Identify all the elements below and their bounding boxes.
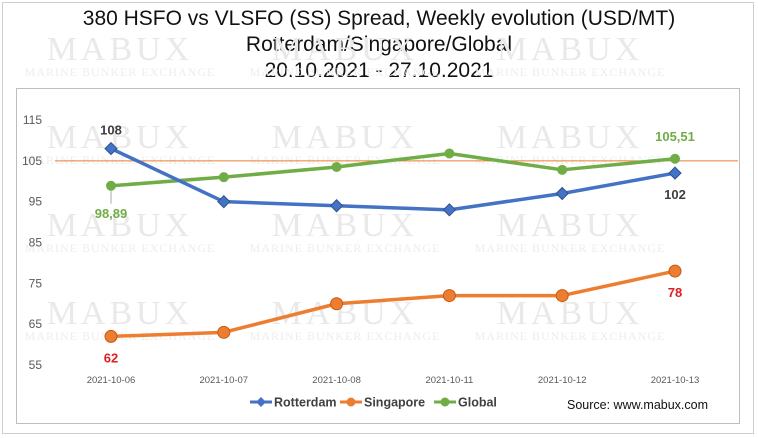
singapore-legend-label: Singapore bbox=[364, 396, 425, 410]
singapore-point bbox=[442, 289, 456, 303]
chart-frame bbox=[2, 2, 754, 434]
rotterdam-legend-marker bbox=[256, 397, 266, 407]
watermark-brand: MABUX bbox=[47, 207, 194, 244]
singapore-point bbox=[330, 297, 344, 311]
chart-subtitle-dates: 20.10.2021 - 27.10.2021 bbox=[264, 59, 494, 82]
watermark-brand: MABUX bbox=[47, 119, 194, 156]
watermark-brand: MABUX bbox=[47, 295, 194, 332]
watermark-brand: MABUX bbox=[272, 119, 419, 156]
global-point bbox=[106, 180, 116, 191]
x-tick-label: 2021-10-12 bbox=[538, 375, 587, 386]
global-data-label: 98,89 bbox=[95, 206, 128, 221]
rotterdam-point bbox=[217, 194, 231, 209]
watermark-brand: MABUX bbox=[47, 31, 194, 68]
watermark-tagline: MARINE BUNKER EXCHANGE bbox=[250, 65, 441, 79]
y-tick-label: 85 bbox=[29, 236, 43, 250]
singapore-line bbox=[110, 269, 676, 339]
rotterdam-data-label: 102 bbox=[664, 187, 686, 202]
watermark-tagline: MARINE BUNKER EXCHANGE bbox=[25, 65, 216, 79]
rotterdam-data-label: 108 bbox=[100, 123, 122, 138]
global-line bbox=[110, 151, 676, 188]
x-tick-label: 2021-10-07 bbox=[199, 375, 248, 386]
y-tick-label: 55 bbox=[29, 358, 43, 372]
rotterdam-legend-label: Rotterdam bbox=[274, 396, 337, 410]
global-point bbox=[331, 161, 342, 172]
rotterdam-point bbox=[555, 186, 569, 201]
rotterdam-point bbox=[668, 166, 682, 180]
singapore-legend-marker bbox=[346, 397, 356, 407]
watermark-tagline: MARINE BUNKER EXCHANGE bbox=[250, 153, 441, 167]
singapore-point bbox=[555, 289, 569, 303]
data-label-layer: 108 102 62 78 98,89 105,51 bbox=[95, 123, 695, 366]
global-legend-marker bbox=[440, 397, 450, 407]
series-layer bbox=[104, 141, 682, 343]
watermark-tagline: MARINE BUNKER EXCHANGE bbox=[250, 329, 441, 343]
singapore-data-label: 62 bbox=[104, 350, 118, 365]
y-tick-label: 75 bbox=[29, 276, 43, 290]
singapore-point bbox=[668, 264, 682, 278]
global-point bbox=[218, 172, 229, 183]
global-point bbox=[670, 153, 680, 164]
watermark-brand: MABUX bbox=[497, 207, 644, 244]
watermark-tagline: MARINE BUNKER EXCHANGE bbox=[475, 329, 666, 343]
x-tick-label: 2021-10-13 bbox=[651, 375, 700, 386]
plot-area bbox=[16, 88, 740, 424]
y-axis: 55 65 75 85 95 105 115 bbox=[22, 113, 42, 372]
watermark-tagline: MARINE BUNKER EXCHANGE bbox=[475, 65, 666, 79]
watermark-tagline: MARINE BUNKER EXCHANGE bbox=[25, 241, 216, 255]
watermark-brand: MABUX bbox=[272, 31, 419, 68]
watermark-brand: MABUX bbox=[497, 295, 644, 332]
y-tick-label: 65 bbox=[29, 317, 43, 331]
watermark-brand: MABUX bbox=[272, 207, 419, 244]
watermark-tagline: MARINE BUNKER EXCHANGE bbox=[250, 241, 441, 255]
singapore-point bbox=[217, 325, 231, 339]
rotterdam-point bbox=[329, 199, 344, 213]
y-tick-label: 95 bbox=[29, 195, 43, 209]
rotterdam-point bbox=[104, 141, 118, 156]
watermark-tagline: MARINE BUNKER EXCHANGE bbox=[25, 153, 216, 167]
rotterdam-line bbox=[110, 146, 676, 212]
chart-title: 380 HSFO vs VLSFO (SS) Spread, Weekly ev… bbox=[82, 7, 676, 30]
watermark-brand: MABUX bbox=[497, 119, 644, 156]
singapore-point bbox=[104, 329, 118, 343]
x-tick-label: 2021-10-06 bbox=[87, 375, 136, 386]
chart-subtitle-region: Rotterdam/Singapore/Global bbox=[245, 33, 513, 56]
watermark-brand: MABUX bbox=[497, 31, 644, 68]
source-note: Source: www.mabux.com bbox=[567, 398, 709, 412]
y-tick-label: 115 bbox=[23, 113, 42, 127]
singapore-data-label: 78 bbox=[668, 285, 682, 300]
x-tick-label: 2021-10-08 bbox=[312, 375, 361, 386]
watermark-tagline: MARINE BUNKER EXCHANGE bbox=[475, 241, 666, 255]
x-axis: 2021-10-06 2021-10-07 2021-10-08 2021-10-11… bbox=[87, 375, 700, 386]
rotterdam-point bbox=[442, 203, 457, 217]
y-tick-label: 105 bbox=[22, 154, 42, 168]
global-legend-label: Global bbox=[458, 396, 497, 410]
x-tick-label: 2021-10-11 bbox=[425, 375, 473, 386]
global-point bbox=[444, 148, 455, 159]
legend: Rotterdam Singapore Global bbox=[250, 396, 497, 410]
global-point bbox=[557, 164, 568, 175]
global-data-label: 105,51 bbox=[655, 129, 695, 144]
